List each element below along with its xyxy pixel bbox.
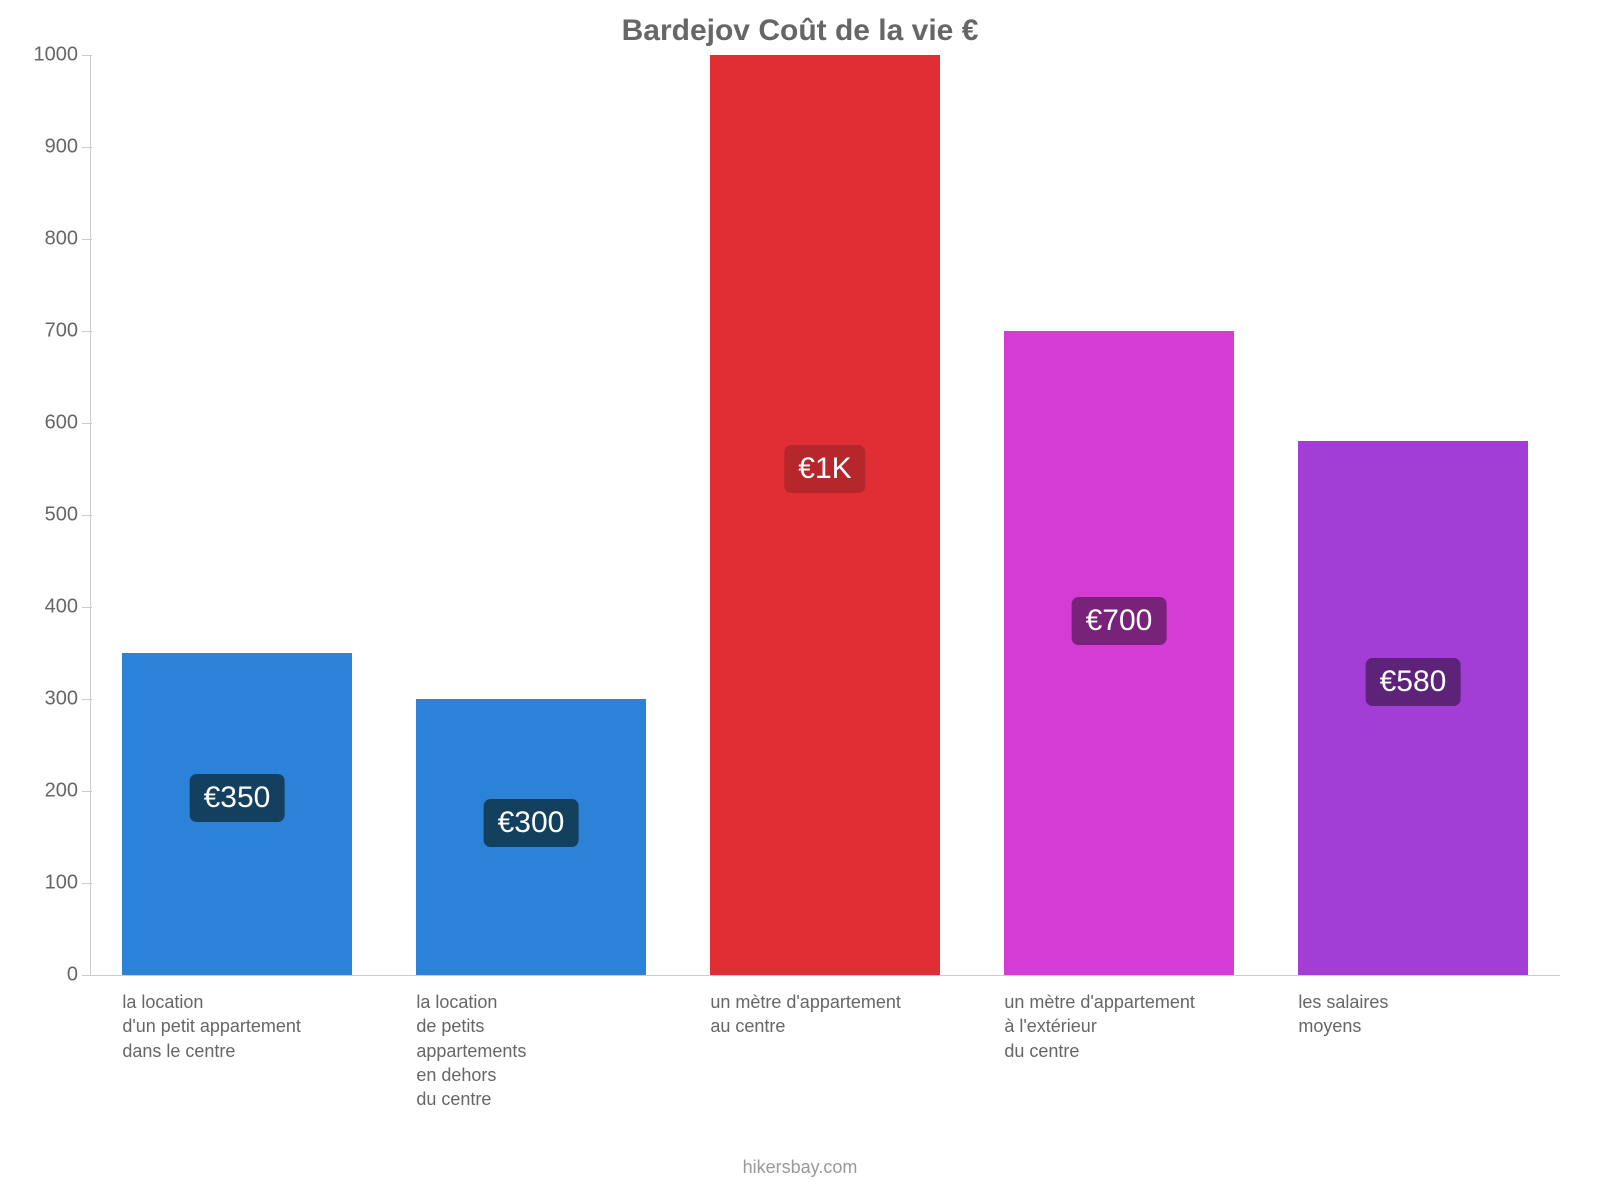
y-tick-label: 500 [45, 504, 78, 527]
plot-area: €350 €300 €1K €700 €580 [90, 55, 1560, 975]
x-category-label: un mètre d'appartement à l'extérieur du … [1004, 990, 1233, 1063]
cost-of-living-chart: Bardejov Coût de la vie € 0 100 200 300 400 5… [0, 0, 1600, 1200]
y-tick-mark [82, 55, 92, 56]
y-tick-label: 400 [45, 596, 78, 619]
bar-value-badge: €350 [190, 774, 285, 822]
bar [710, 55, 939, 975]
chart-footer: hikersbay.com [0, 1157, 1600, 1178]
y-tick-mark [82, 423, 92, 424]
y-tick-label: 900 [45, 136, 78, 159]
bar-value-badge: €700 [1072, 597, 1167, 645]
bar-value-badge: €300 [484, 799, 579, 847]
x-axis-line [90, 975, 1560, 976]
bar-value-badge: €1K [784, 445, 865, 493]
y-tick-label: 1000 [34, 44, 79, 67]
y-tick-mark [82, 975, 92, 976]
y-tick-mark [82, 791, 92, 792]
x-category-label: un mètre d'appartement au centre [710, 990, 939, 1039]
y-tick-mark [82, 883, 92, 884]
x-category-label: la location de petits appartements en de… [416, 990, 645, 1111]
y-tick-mark [82, 239, 92, 240]
bar [1298, 441, 1527, 975]
bar-value-badge: €580 [1366, 658, 1461, 706]
y-tick-mark [82, 331, 92, 332]
x-category-label: la location d'un petit appartement dans … [122, 990, 351, 1063]
x-category-label: les salaires moyens [1298, 990, 1527, 1039]
y-tick-label: 0 [67, 964, 78, 987]
y-tick-mark [82, 515, 92, 516]
y-tick-label: 800 [45, 228, 78, 251]
chart-title: Bardejov Coût de la vie € [0, 14, 1600, 48]
bar [1004, 331, 1233, 975]
y-tick-mark [82, 147, 92, 148]
y-tick-label: 200 [45, 780, 78, 803]
y-axis: 01002003004005006007008009001000 [0, 55, 90, 975]
y-tick-label: 300 [45, 688, 78, 711]
y-tick-mark [82, 699, 92, 700]
y-tick-label: 700 [45, 320, 78, 343]
y-tick-label: 100 [45, 872, 78, 895]
y-tick-label: 600 [45, 412, 78, 435]
y-tick-mark [82, 607, 92, 608]
